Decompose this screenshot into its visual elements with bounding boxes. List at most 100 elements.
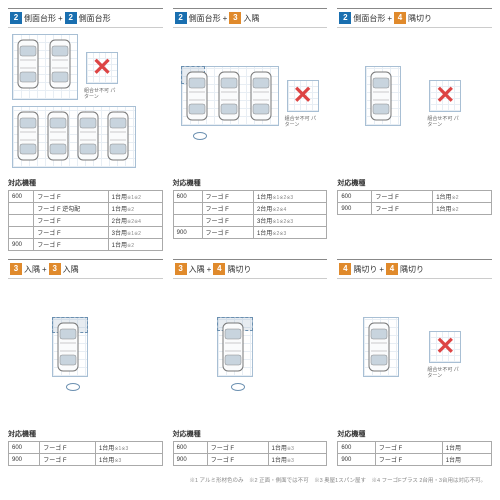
badge-4: 4	[386, 263, 398, 275]
table-row: 900フーゴ F1台用※2※3	[173, 227, 327, 239]
panel-title: 2側面台形 + 2側面台形	[8, 8, 163, 28]
cell-model: フーゴ F	[207, 454, 268, 466]
cell-type: 2台用※2※4	[108, 215, 162, 227]
table-row: フーゴ F3台用※1※2※3	[173, 215, 327, 227]
invalid-pattern-icon: ✕	[429, 80, 461, 112]
cell-type: 1台用※1※2※3	[253, 191, 326, 203]
cell-size: 600	[173, 442, 207, 454]
cell-size	[173, 215, 202, 227]
title-text: 側面台形	[353, 13, 385, 24]
panel-title: 3入隅 + 3入隅	[8, 259, 163, 279]
table-header-label: 対応機種	[337, 429, 492, 439]
cell-type: 2台用※2※4	[253, 203, 326, 215]
cell-size: 900	[9, 454, 40, 466]
panel-p5: 3入隅 + 4隅切り対応機種600フーゴ F1台用※3900フーゴ F1台用※3	[173, 259, 328, 466]
title-text: 隅切り	[400, 264, 424, 275]
ng-pattern-label: 組合せ不可 パターン	[285, 116, 319, 128]
table-row: 600フーゴ F1台用※1※2※3	[173, 191, 327, 203]
ng-pattern-label: 組合せ不可 パターン	[84, 88, 118, 100]
title-text: 隅切り	[408, 13, 432, 24]
table-row: 900フーゴ F1台用※3	[173, 454, 327, 466]
footnotes: ※1 アルミ形材色のみ ※2 正面・側面では不可 ※3 奥屋1スパン屋す ※4 …	[8, 474, 492, 484]
panel-p1: 2側面台形 + 2側面台形✕組合せ不可 パターン対応機種600フーゴ F1台用※…	[8, 8, 163, 251]
table-row: 600フーゴ F1台用※1※3	[9, 442, 163, 454]
diagram-area: ✕ 組合せ不可 パターン	[173, 32, 328, 172]
car-icon	[16, 38, 40, 90]
spec-table: 600フーゴ F1台用※2900フーゴ F1台用※2	[337, 190, 492, 215]
table-row: 600フーゴ F1台用※3	[173, 442, 327, 454]
spec-table: 600フーゴ F1台用※1※2フーゴ F 逆勾配1台用※2フーゴ F2台用※2※…	[8, 190, 163, 251]
table-row: 600フーゴ F1台用	[338, 442, 492, 454]
cell-model: フーゴ F	[34, 191, 108, 203]
spec-table: 600フーゴ F1台用※3900フーゴ F1台用※3	[173, 441, 328, 466]
cell-model: フーゴ F	[34, 215, 108, 227]
badge-4: 4	[213, 263, 225, 275]
cell-size: 600	[173, 191, 202, 203]
diagram-area: ✕ 組合せ不可 パターン	[337, 283, 492, 423]
cell-type: 1台用※2	[433, 191, 492, 203]
cell-type: 1台用※3	[268, 454, 327, 466]
car-icon	[106, 110, 130, 162]
cell-size: 900	[173, 227, 202, 239]
cell-size: 900	[9, 239, 34, 251]
car-icon	[46, 110, 70, 162]
panel-p3: 2側面台形 + 4隅切り✕組合せ不可 パターン対応機種600フーゴ F1台用※2…	[337, 8, 492, 251]
title-text: +	[207, 265, 212, 274]
x-icon: ✕	[92, 56, 112, 80]
cell-size: 900	[338, 454, 376, 466]
car-icon	[367, 321, 391, 373]
title-text: 側面台形	[79, 13, 111, 24]
badge-2: 2	[175, 12, 187, 24]
diagram-area	[8, 283, 163, 423]
cell-model: フーゴ F	[40, 442, 96, 454]
title-text: 入隅	[24, 264, 40, 275]
cell-type: 1台用※2	[433, 203, 492, 215]
cell-size: 600	[9, 191, 34, 203]
spec-table: 600フーゴ F1台用※1※3900フーゴ F1台用※3	[8, 441, 163, 466]
cell-model: フーゴ F	[375, 442, 442, 454]
table-header-label: 対応機種	[173, 429, 328, 439]
cell-type: 1台用※3	[268, 442, 327, 454]
panel-title: 3入隅 + 4隅切り	[173, 259, 328, 279]
cell-size	[9, 227, 34, 239]
ng-pattern-label: 組合せ不可 パターン	[427, 367, 461, 379]
cell-type: 1台用※2※3	[253, 227, 326, 239]
badge-2: 2	[339, 12, 351, 24]
badge-3: 3	[229, 12, 241, 24]
title-text: +	[223, 14, 228, 23]
title-text: 側面台形	[24, 13, 56, 24]
car-icon	[217, 70, 241, 122]
title-text: 入隅	[189, 264, 205, 275]
cell-type: 3台用※1※2	[108, 227, 162, 239]
cell-model: フーゴ F	[34, 239, 108, 251]
table-row: フーゴ F 逆勾配1台用※2	[9, 203, 163, 215]
car-icon	[185, 70, 209, 122]
invalid-pattern-icon: ✕	[429, 331, 461, 363]
diagram-area: ✕組合せ不可 パターン	[337, 32, 492, 172]
badge-4: 4	[339, 263, 351, 275]
ellipse-mark	[66, 383, 80, 391]
cell-size	[173, 203, 202, 215]
title-text: 側面台形	[189, 13, 221, 24]
cell-model: フーゴ F	[34, 227, 108, 239]
table-row: 600フーゴ F1台用※1※2	[9, 191, 163, 203]
cell-type: 1台用※2	[108, 203, 162, 215]
table-header-label: 対応機種	[8, 429, 163, 439]
badge-2: 2	[10, 12, 22, 24]
car-icon	[16, 110, 40, 162]
badge-4: 4	[394, 12, 406, 24]
ellipse-mark	[193, 132, 207, 140]
cell-model: フーゴ F	[202, 191, 253, 203]
cell-size: 900	[173, 454, 207, 466]
cell-type: 1台用※1※3	[95, 442, 162, 454]
cell-model: フーゴ F	[207, 442, 268, 454]
x-icon: ✕	[293, 84, 313, 108]
table-header-label: 対応機種	[337, 178, 492, 188]
cell-type: 1台用※2	[108, 239, 162, 251]
panel-p4: 3入隅 + 3入隅対応機種 600フーゴ F1台用※1※3900フーゴ F1台用※…	[8, 259, 163, 466]
cell-model: フーゴ F	[375, 454, 442, 466]
cell-type: 1台用	[442, 454, 491, 466]
cell-model: フーゴ F	[202, 203, 253, 215]
panel-p2: 2側面台形 + 3入隅✕組合せ不可 パターン対応機種600フーゴ F1台用※1※…	[173, 8, 328, 251]
cell-type: 1台用※1※2	[108, 191, 162, 203]
